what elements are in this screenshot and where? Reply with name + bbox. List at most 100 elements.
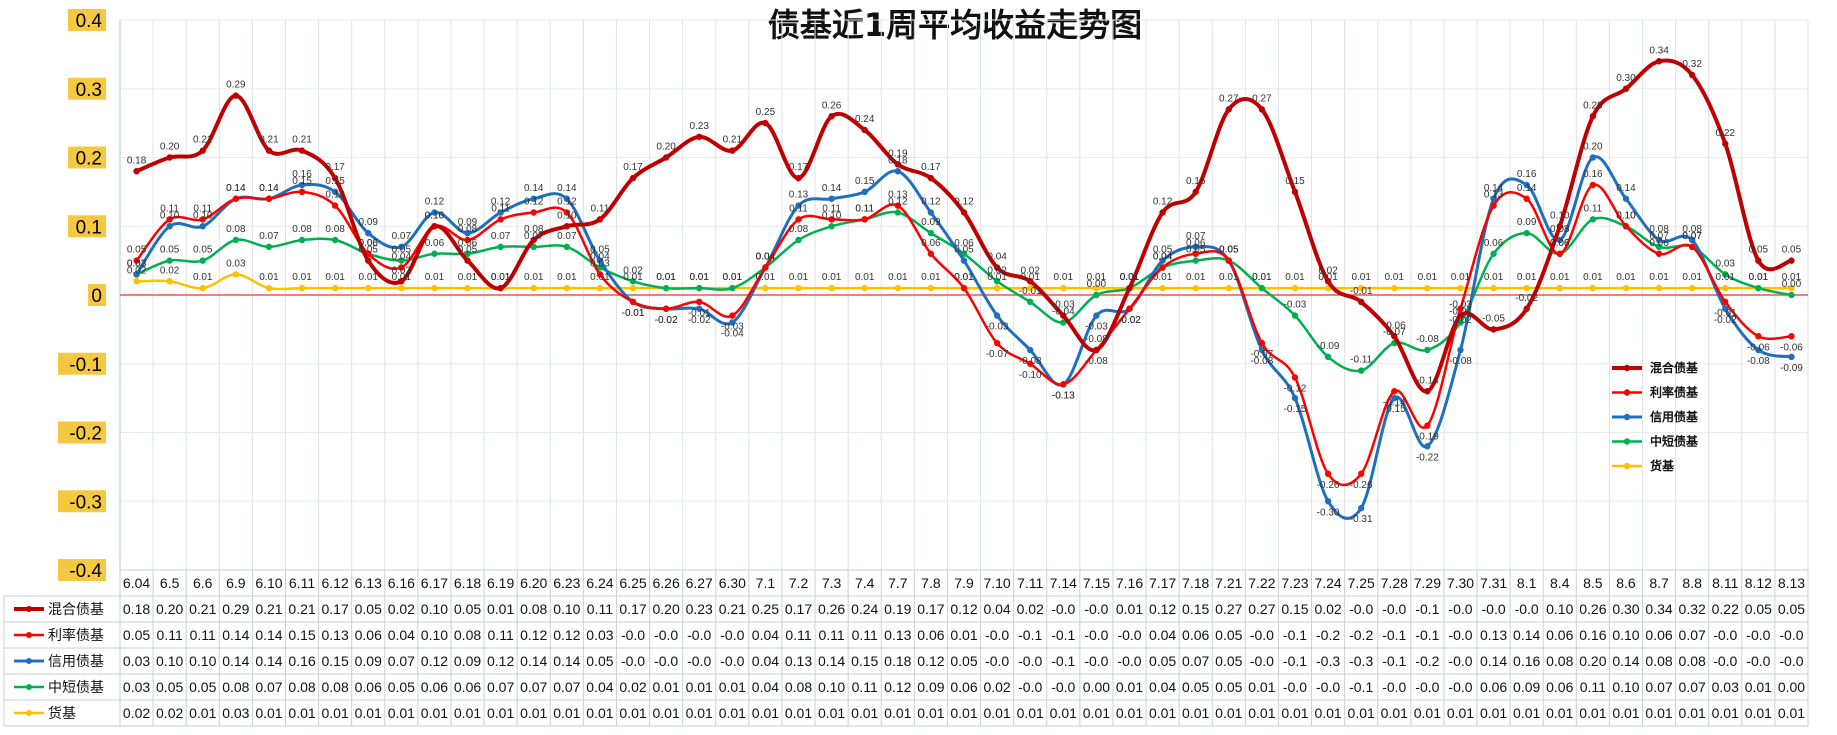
data-label: 0.01: [1120, 272, 1140, 283]
data-label: 0.14: [524, 183, 544, 194]
table-cell: -0.0: [720, 653, 744, 669]
data-point: [133, 278, 140, 285]
data-point: [960, 209, 968, 216]
table-cell: 0.01: [686, 705, 713, 721]
data-point: [1324, 353, 1332, 361]
data-point: [1424, 443, 1431, 450]
table-cell: 0.08: [1679, 653, 1706, 669]
table-cell: -0.0: [1117, 627, 1141, 643]
x-category-label: 8.13: [1778, 575, 1805, 591]
table-cell: 0.01: [1149, 705, 1176, 721]
y-tick-label: -0.2: [69, 424, 102, 445]
data-label: 0.02: [392, 265, 412, 276]
data-label: -0.03: [1284, 300, 1307, 311]
table-cell: 0.14: [255, 653, 282, 669]
table-cell: 0.01: [1546, 705, 1573, 721]
x-category-label: 6.16: [388, 575, 415, 591]
table-cell: 0.01: [686, 679, 713, 695]
data-label: 0.01: [1186, 272, 1206, 283]
x-category-label: 6.13: [355, 575, 382, 591]
table-cell: 0.20: [156, 601, 183, 617]
data-label: 0.01: [193, 272, 213, 283]
x-category-label: 7.3: [822, 575, 842, 591]
table-cell: 0.15: [851, 653, 878, 669]
table-cell: 0.25: [752, 601, 779, 617]
table-cell: -0.0: [1415, 679, 1439, 695]
table-cell: 0.03: [222, 705, 249, 721]
data-point: [1192, 188, 1199, 196]
data-point: [1490, 202, 1497, 209]
legend-marker: [1623, 438, 1631, 445]
data-point: [1060, 284, 1067, 292]
table-cell: 0.07: [1679, 679, 1706, 695]
data-label: 0.07: [259, 231, 279, 242]
data-label: 0.01: [392, 272, 412, 283]
table-cell: 0.19: [884, 601, 911, 617]
data-label: -0.08: [1416, 334, 1439, 345]
x-category-label: 7.24: [1314, 575, 1341, 591]
legend-marker: [1623, 389, 1631, 396]
table-cell: -0.1: [1051, 627, 1075, 643]
table-cell: 0.02: [156, 705, 183, 721]
table-cell: 0.34: [1645, 601, 1672, 617]
data-label: 0.01: [1749, 272, 1769, 283]
data-point: [464, 250, 471, 257]
data-label: 0.07: [491, 231, 511, 242]
data-label: 0.11: [855, 203, 874, 214]
data-label: -0.02: [655, 315, 678, 326]
data-point: [232, 92, 240, 99]
data-point: [1556, 284, 1563, 292]
data-label: 0.05: [359, 245, 379, 256]
data-point: [894, 161, 902, 168]
table-cell: 0.06: [355, 679, 382, 695]
table-cell: 0.07: [388, 653, 415, 669]
data-point: [1159, 257, 1166, 264]
table-cell: -0.0: [1382, 679, 1406, 695]
table-cell: 0.01: [950, 627, 977, 643]
data-label: 0.05: [954, 245, 974, 256]
table-cell: 0.01: [454, 705, 481, 721]
data-label: 0.15: [855, 176, 875, 187]
data-point: [133, 271, 140, 278]
x-category-label: 6.12: [322, 575, 349, 591]
data-label: 0.04: [987, 252, 1007, 263]
table-cell: 0.06: [917, 627, 944, 643]
data-label: 0.06: [921, 238, 941, 249]
data-point: [1688, 236, 1696, 244]
table-cell: -0.0: [1482, 601, 1506, 617]
data-point: [530, 284, 537, 292]
table-cell: 0.07: [487, 679, 514, 695]
data-point: [596, 264, 604, 271]
data-point: [1788, 353, 1795, 361]
data-label: 0.08: [524, 224, 544, 235]
data-point: [1490, 195, 1497, 202]
data-point: [497, 243, 504, 251]
table-cell: 0.06: [1546, 679, 1573, 695]
data-point: [298, 188, 306, 196]
x-category-label: 6.26: [652, 575, 679, 591]
data-label: 0.01: [325, 272, 345, 283]
data-point: [331, 174, 339, 182]
data-label: 0.08: [325, 224, 345, 235]
y-tick-label: 0.1: [76, 217, 102, 238]
x-category-label: 6.18: [454, 575, 481, 591]
data-point: [828, 195, 835, 202]
data-label: 0.10: [193, 210, 213, 221]
data-label: -0.13: [1052, 390, 1075, 401]
table-cell: 0.05: [454, 601, 481, 617]
data-label: 0.32: [1682, 59, 1702, 70]
table-cell: 0.10: [553, 601, 580, 617]
data-label: 0.08: [226, 224, 246, 235]
data-point: [331, 236, 339, 244]
table-cell: 0.06: [421, 679, 448, 695]
data-label: 0.26: [822, 100, 842, 111]
data-label: 0.07: [1682, 231, 1702, 242]
table-cell: -0.0: [621, 653, 645, 669]
table-cell: 0.21: [189, 601, 216, 617]
table-cell: 0.04: [1149, 679, 1176, 695]
x-category-label: 8.6: [1616, 575, 1636, 591]
data-label: 0.15: [1186, 176, 1206, 187]
x-category-label: 6.6: [193, 575, 213, 591]
data-label: -0.26: [1350, 480, 1373, 491]
data-point: [1258, 284, 1266, 292]
